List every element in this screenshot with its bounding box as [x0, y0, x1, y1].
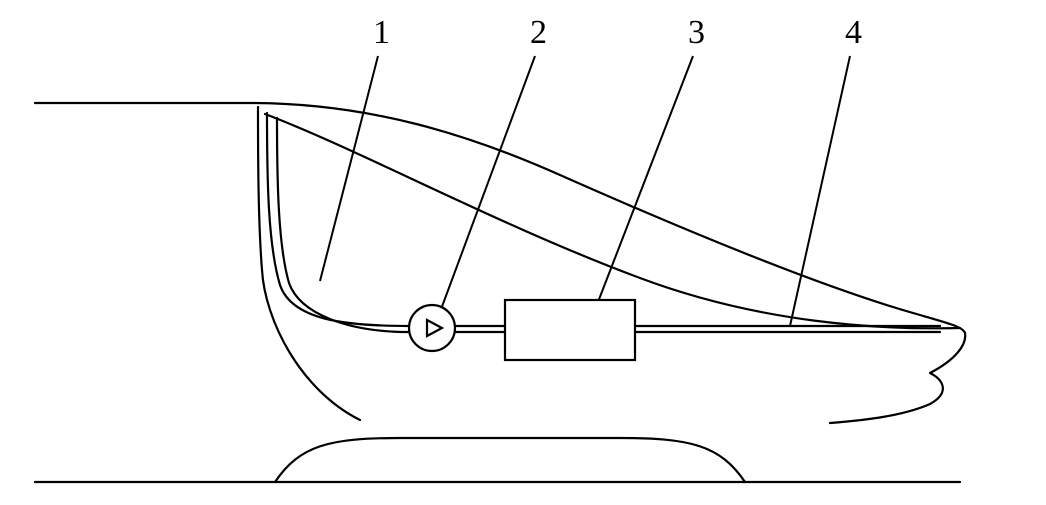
leader-2	[440, 56, 535, 312]
cab-wall-left	[258, 107, 360, 420]
roof-curve	[35, 103, 965, 333]
train-outline	[35, 103, 965, 482]
label-2: 2	[530, 14, 547, 52]
train-diagram	[0, 0, 1046, 505]
pump-circle	[409, 305, 455, 351]
windshield-line	[265, 114, 960, 328]
callout-lines	[320, 56, 850, 326]
label-4: 4	[845, 14, 862, 52]
leader-3	[598, 56, 693, 302]
skirt	[275, 438, 745, 482]
leader-4	[790, 56, 850, 326]
pump	[409, 305, 455, 351]
nose-curl	[830, 333, 965, 423]
leader-1	[320, 56, 378, 281]
component-box	[505, 300, 635, 360]
label-3: 3	[688, 14, 705, 52]
label-1: 1	[373, 14, 390, 52]
pipe-down-inner	[277, 118, 409, 332]
